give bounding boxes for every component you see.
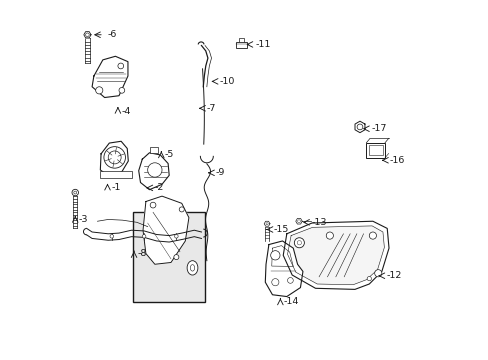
Text: -17: -17 [371, 124, 386, 133]
Circle shape [297, 220, 300, 223]
Circle shape [150, 202, 156, 208]
Polygon shape [354, 121, 364, 133]
Circle shape [142, 234, 145, 238]
Text: -15: -15 [273, 225, 288, 234]
Circle shape [366, 276, 371, 281]
Ellipse shape [190, 265, 194, 271]
Text: -16: -16 [389, 156, 404, 165]
Circle shape [325, 232, 333, 239]
Polygon shape [100, 141, 128, 176]
Circle shape [85, 33, 89, 37]
Polygon shape [283, 221, 388, 289]
Circle shape [74, 191, 77, 194]
Text: -3: -3 [79, 215, 88, 224]
Circle shape [265, 223, 267, 225]
Polygon shape [264, 221, 269, 226]
Text: -1: -1 [111, 183, 120, 192]
Bar [368, 145, 382, 155]
Text: -2: -2 [154, 183, 163, 192]
Polygon shape [139, 153, 169, 190]
Circle shape [368, 232, 376, 239]
Circle shape [119, 87, 124, 93]
Circle shape [108, 151, 121, 164]
Circle shape [147, 163, 162, 177]
Text: -6: -6 [107, 30, 117, 39]
Polygon shape [287, 226, 384, 285]
Text: -12: -12 [386, 271, 401, 280]
Bar [235, 41, 247, 48]
Circle shape [271, 279, 278, 286]
Polygon shape [142, 196, 188, 264]
Text: -14: -14 [284, 297, 299, 306]
Text: -5: -5 [164, 150, 174, 159]
Bar [366, 143, 384, 158]
Circle shape [110, 234, 113, 238]
Text: -13: -13 [311, 218, 327, 227]
Bar [133, 212, 204, 302]
Text: -9: -9 [215, 168, 225, 177]
Circle shape [356, 124, 362, 130]
Circle shape [174, 255, 179, 260]
Circle shape [104, 147, 125, 168]
Circle shape [297, 240, 301, 245]
Bar [100, 171, 132, 178]
Bar [239, 38, 244, 41]
Polygon shape [83, 32, 91, 38]
Circle shape [174, 234, 178, 238]
Bar [150, 147, 158, 153]
Text: -8: -8 [137, 249, 147, 258]
Polygon shape [295, 219, 302, 224]
Circle shape [270, 251, 280, 260]
Text: -4: -4 [121, 107, 131, 116]
Circle shape [294, 238, 304, 248]
Circle shape [72, 189, 78, 196]
Circle shape [179, 207, 184, 212]
Text: -7: -7 [206, 104, 216, 113]
Circle shape [287, 278, 293, 283]
Circle shape [118, 63, 123, 69]
Circle shape [96, 87, 102, 94]
Text: -11: -11 [255, 40, 270, 49]
Ellipse shape [187, 261, 198, 275]
Polygon shape [92, 56, 128, 98]
Polygon shape [265, 241, 303, 297]
Text: -10: -10 [219, 77, 234, 86]
Circle shape [374, 270, 381, 277]
